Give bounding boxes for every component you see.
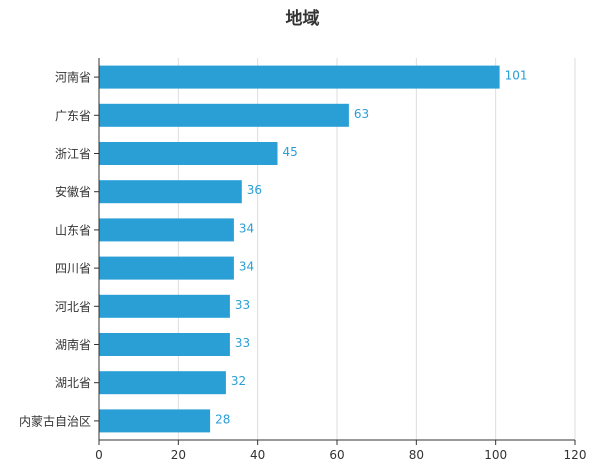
bars	[99, 65, 500, 433]
data-label-1: 63	[354, 107, 369, 121]
category-label-1: 广东省	[55, 109, 91, 123]
data-label-8: 32	[231, 374, 246, 388]
bar-0	[99, 65, 500, 89]
x-tick-label-40: 40	[250, 448, 265, 462]
x-tick-label-120: 120	[564, 448, 587, 462]
category-label-8: 湖北省	[55, 375, 91, 390]
category-label-3: 安徽省	[55, 184, 91, 199]
chart-title: 地域	[285, 9, 320, 29]
x-tick-label-60: 60	[329, 448, 344, 462]
data-label-3: 36	[247, 183, 262, 197]
axes	[94, 58, 576, 445]
x-tick-label-80: 80	[409, 448, 424, 462]
x-tick-label-0: 0	[95, 448, 103, 462]
category-label-6: 河北省	[55, 300, 91, 314]
data-label-6: 33	[235, 298, 250, 312]
bar-4	[99, 218, 234, 242]
bar-7	[99, 333, 230, 356]
bar-3	[99, 180, 242, 204]
data-label-9: 28	[215, 412, 230, 426]
data-label-0: 101	[505, 69, 528, 83]
labels: 101 河南省 63 广东省 45 浙江省 36 安徽省 34 山东省 34 四川省 33 河北省 33 湖南…	[19, 69, 586, 462]
bar-9	[99, 409, 211, 433]
data-label-7: 33	[235, 336, 250, 350]
data-label-5: 34	[239, 260, 254, 274]
data-label-2: 45	[283, 145, 298, 159]
x-tick-label-20: 20	[171, 448, 186, 462]
data-label-4: 34	[239, 221, 254, 235]
category-label-2: 浙江省	[55, 147, 91, 161]
bar-2	[99, 142, 278, 165]
category-label-4: 山东省	[55, 223, 91, 237]
category-label-7: 湖南省	[55, 337, 91, 352]
bar-5	[99, 256, 234, 280]
x-tick-label-100: 100	[484, 448, 507, 462]
bar-6	[99, 294, 230, 318]
bar-8	[99, 371, 226, 395]
category-label-0: 河南省	[55, 70, 91, 85]
category-label-5: 四川省	[55, 262, 91, 276]
category-label-9: 内蒙古自治区	[19, 413, 91, 428]
bar-1	[99, 103, 349, 127]
